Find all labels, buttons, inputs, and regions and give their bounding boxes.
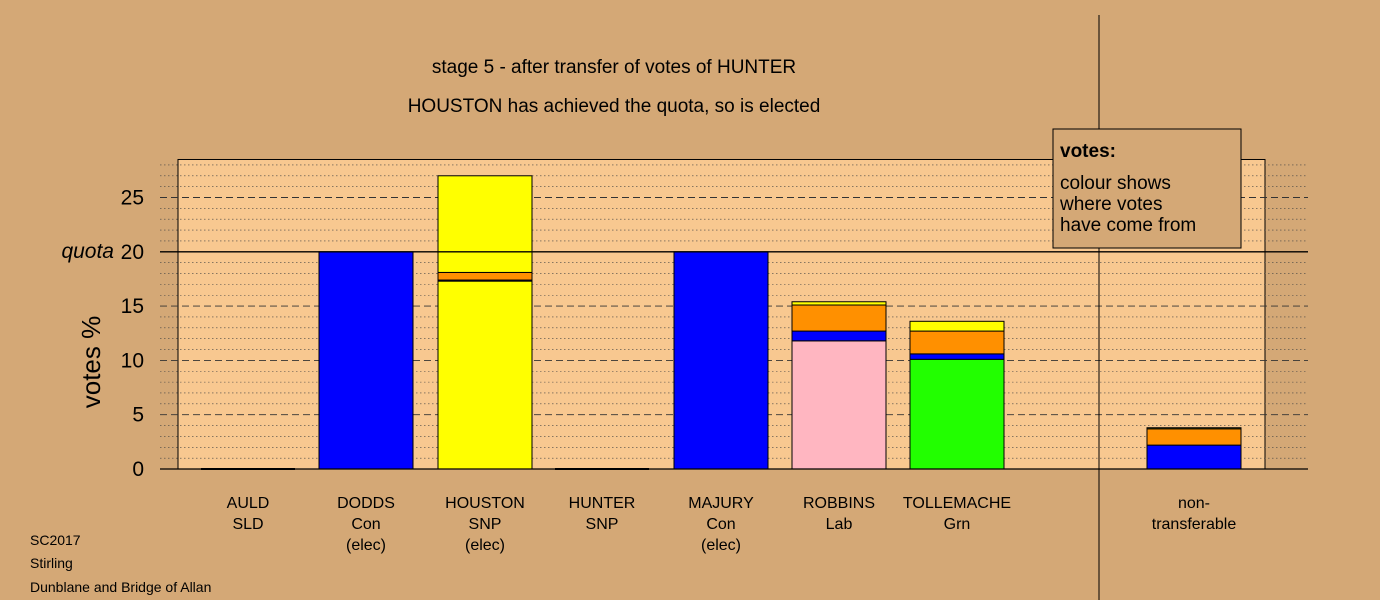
y-axis-label: votes % — [76, 316, 106, 409]
bar-segment — [1146, 444, 1242, 470]
chart-subtitle: HOUSTON has achieved the quota, so is el… — [408, 96, 821, 117]
x-tick-label: SNP — [469, 516, 502, 533]
x-tick-label: ROBBINS — [803, 495, 875, 512]
footer-council: Stirling — [30, 555, 73, 571]
bar-segment — [791, 301, 887, 306]
bar-segment — [791, 340, 887, 470]
y-tick-label: 15 — [121, 295, 144, 318]
bar-segment — [909, 353, 1005, 360]
x-tick-label: transferable — [1152, 516, 1237, 533]
bar-group — [909, 320, 1005, 470]
footer-ward: Dunblane and Bridge of Allan — [30, 579, 211, 595]
x-tick-label: non- — [1178, 495, 1210, 512]
bar-segment — [437, 175, 533, 273]
bar-segment — [791, 304, 887, 332]
x-tick-label: (elec) — [465, 537, 505, 554]
footer-election: SC2017 — [30, 532, 81, 548]
bar-segment — [437, 280, 533, 470]
y-tick-label: 20 — [121, 241, 144, 264]
x-tick-label: AULD — [227, 495, 270, 512]
bar-segment — [909, 320, 1005, 332]
legend-frame — [1052, 128, 1242, 249]
quota-label: quota — [61, 240, 114, 263]
legend-line: where votes — [1059, 194, 1162, 215]
bar-segment — [1146, 427, 1242, 430]
x-tick-label: HOUSTON — [445, 495, 525, 512]
legend-box: votes: colour shows where votes have com… — [1052, 128, 1242, 249]
x-tick-label: SNP — [586, 516, 619, 533]
x-tick-label: Grn — [944, 516, 971, 533]
bar-segment — [791, 330, 887, 342]
x-tick-label: TOLLEMACHE — [903, 495, 1011, 512]
y-tick-label: 5 — [132, 404, 144, 427]
legend-line: have come from — [1060, 215, 1196, 236]
y-tick-label: 10 — [121, 349, 144, 372]
bar-group — [791, 301, 887, 470]
bar-segment — [673, 251, 769, 470]
chart-title: stage 5 - after transfer of votes of HUN… — [432, 57, 796, 78]
x-tick-label: MAJURY — [688, 495, 754, 512]
bar-segment — [318, 251, 414, 470]
bar-group — [1146, 427, 1242, 470]
x-tick-label: (elec) — [346, 537, 386, 554]
legend-title: votes: — [1060, 141, 1116, 162]
bar-segment — [909, 358, 1005, 470]
bar-segment — [909, 330, 1005, 355]
x-tick-label: Con — [706, 516, 735, 533]
bar-group — [673, 251, 769, 470]
bar-group — [437, 175, 533, 470]
x-tick-label: Con — [351, 516, 380, 533]
x-tick-label: DODDS — [337, 495, 395, 512]
legend-line: colour shows — [1060, 173, 1171, 194]
bar-group — [318, 251, 414, 470]
x-tick-label: Lab — [826, 516, 853, 533]
x-tick-label: (elec) — [701, 537, 741, 554]
bar-segment — [437, 271, 533, 281]
bar-segment — [1146, 428, 1242, 446]
x-tick-label: HUNTER — [569, 495, 636, 512]
x-tick-label: SLD — [232, 516, 263, 533]
y-tick-label: 0 — [132, 458, 144, 481]
y-tick-label: 25 — [121, 187, 144, 210]
